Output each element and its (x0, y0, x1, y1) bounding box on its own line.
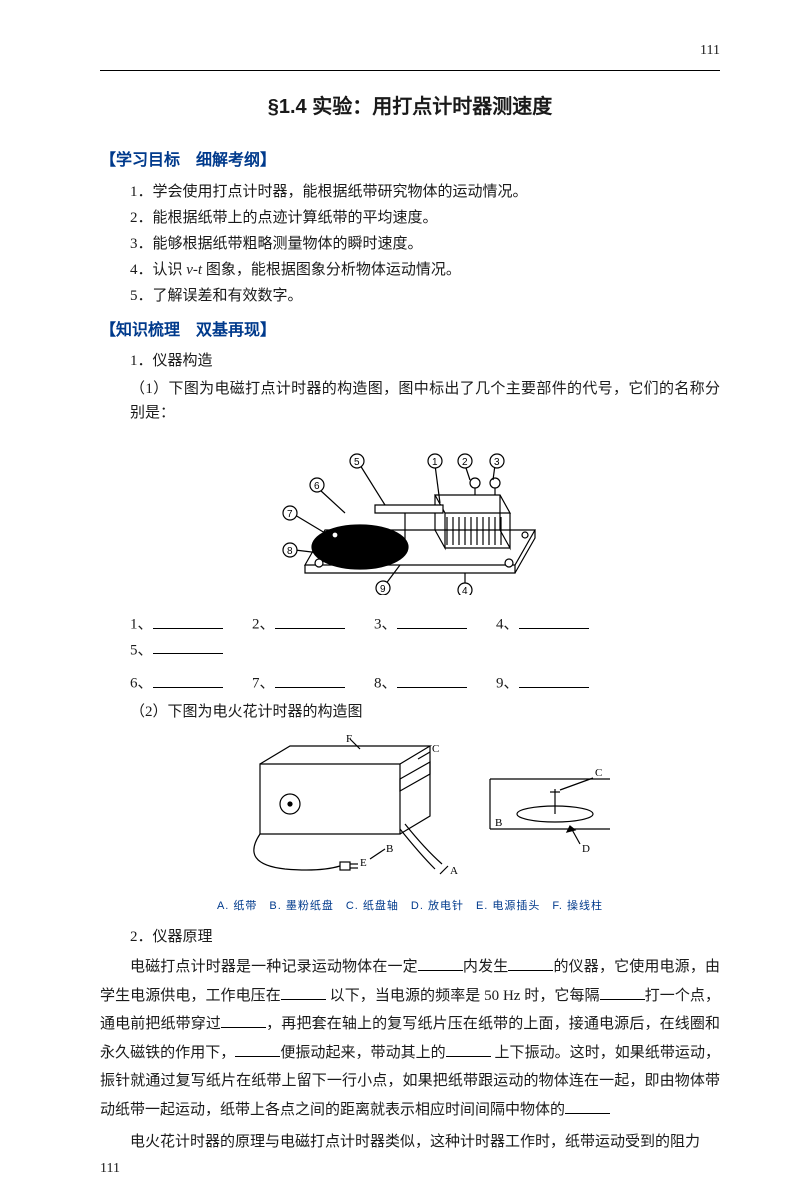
blank-label: 6、 (130, 676, 153, 692)
svg-text:B: B (495, 817, 502, 829)
subheading-structure: 1．仪器构造 (100, 349, 720, 373)
figure-2-spark-timer: F C E B A D C B (100, 734, 720, 892)
svg-text:4: 4 (462, 586, 468, 595)
top-rule (100, 70, 720, 71)
blank-line (235, 1039, 280, 1057)
blank-label: 1、 (130, 617, 153, 633)
page: 111 §1.4 实验：用打点计时器测速度 【学习目标 细解考纲】 1．学会使用… (0, 0, 800, 1201)
figure-2-caption: A. 纸带 B. 墨粉纸盘 C. 纸盘轴 D. 放电针 E. 电源插头 F. 操… (100, 898, 720, 916)
svg-text:6: 6 (314, 481, 320, 492)
svg-text:3: 3 (494, 457, 500, 468)
objective-item: 1．学会使用打点计时器，能根据纸带研究物体的运动情况。 (130, 180, 720, 204)
section-heading-knowledge: 【知识梳理 双基再现】 (100, 318, 720, 344)
svg-text:A: A (450, 865, 458, 877)
blank-line (275, 611, 345, 629)
objectives-list: 1．学会使用打点计时器，能根据纸带研究物体的运动情况。 2．能根据纸带上的点迹计… (100, 180, 720, 308)
svg-text:C: C (595, 767, 602, 779)
question-2: （2）下图为电火花计时器的构造图 (100, 700, 720, 724)
svg-text:D: D (582, 843, 590, 855)
blank-line (565, 1096, 610, 1114)
objective-item: 5．了解误差和有效数字。 (130, 284, 720, 308)
svg-text:9: 9 (380, 584, 386, 595)
svg-text:F: F (346, 734, 352, 745)
blank-line (600, 982, 645, 1000)
blank-line (153, 670, 223, 688)
fill-blanks-row-2: 6、 7、 8、 9、 (100, 670, 720, 696)
body-paragraph-2: 电火花计时器的原理与电磁打点计时器类似，这种计时器工作时，纸带运动受到的阻力 (100, 1128, 720, 1157)
blank-line (446, 1039, 491, 1057)
objective-item: 2．能根据纸带上的点迹计算纸带的平均速度。 (130, 206, 720, 230)
svg-text:B: B (386, 843, 393, 855)
objective-item: 3．能够根据纸带粗略测量物体的瞬时速度。 (130, 232, 720, 256)
page-number-bott: 111 (100, 1158, 120, 1180)
fill-blanks-row-1: 1、 2、 3、 4、 5、 (100, 611, 720, 662)
objective-item: 4．认识 v-t 图象，能根据图象分析物体运动情况。 (130, 258, 720, 282)
blank-line (281, 982, 326, 1000)
svg-text:1: 1 (432, 457, 438, 468)
blank-line (519, 670, 589, 688)
blank-label: 7、 (252, 676, 275, 692)
figure-1-electromagnetic-timer: 1 2 3 4 5 6 7 8 9 (100, 435, 720, 603)
svg-text:E: E (360, 857, 367, 869)
blank-label: 5、 (130, 642, 153, 658)
blank-label: 9、 (496, 676, 519, 692)
blank-label: 8、 (374, 676, 397, 692)
page-title: §1.4 实验：用打点计时器测速度 (100, 91, 720, 123)
blank-label: 2、 (252, 617, 275, 633)
blank-line (221, 1011, 266, 1029)
svg-text:8: 8 (287, 546, 293, 557)
blank-line (397, 670, 467, 688)
blank-label: 3、 (374, 617, 397, 633)
svg-text:2: 2 (462, 457, 468, 468)
svg-text:C: C (432, 743, 439, 755)
blank-line (153, 637, 223, 655)
subheading-principle: 2．仪器原理 (100, 925, 720, 949)
blank-line (418, 954, 463, 972)
question-1: （1）下图为电磁打点计时器的构造图，图中标出了几个主要部件的代号，它们的名称分别… (100, 377, 720, 425)
blank-line (519, 611, 589, 629)
svg-text:5: 5 (354, 457, 360, 468)
blank-line (275, 670, 345, 688)
blank-line (153, 611, 223, 629)
svg-text:7: 7 (287, 509, 293, 520)
section-heading-objectives: 【学习目标 细解考纲】 (100, 148, 720, 174)
page-number-top: 111 (700, 40, 720, 62)
body-paragraph-1: 电磁打点计时器是一种记录运动物体在一定内发生的仪器，它使用电源，由学生电源供电，… (100, 953, 720, 1124)
blank-label: 4、 (496, 617, 519, 633)
blank-line (508, 954, 553, 972)
blank-line (397, 611, 467, 629)
